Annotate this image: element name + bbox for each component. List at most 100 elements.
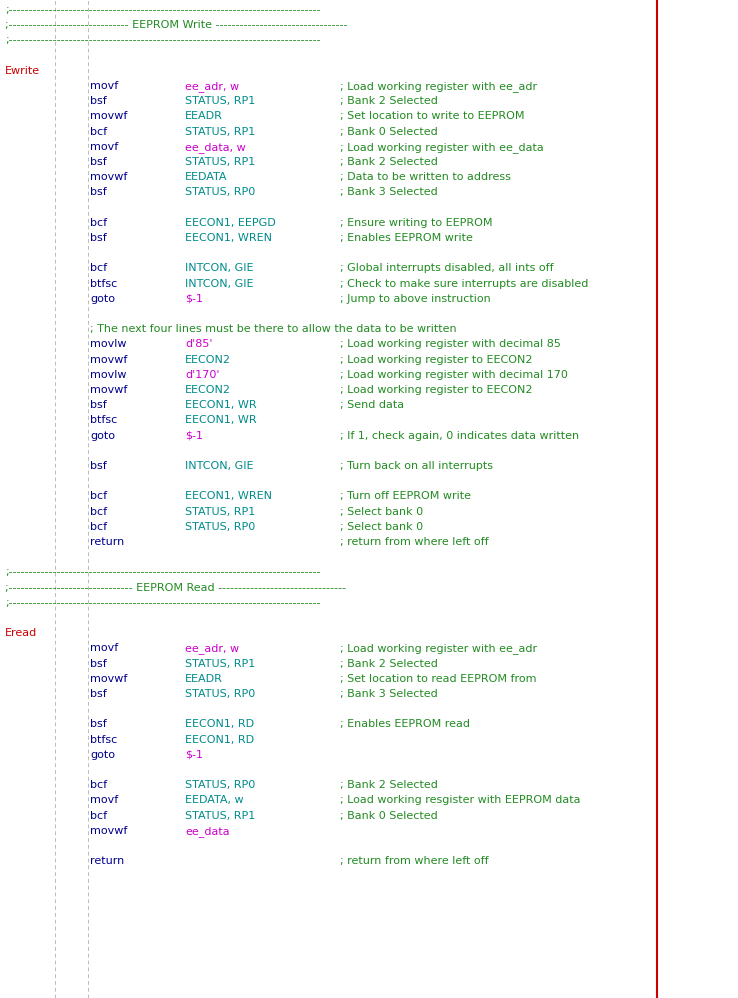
Text: ;------------------------------ EEPROM Write ---------------------------------: ;------------------------------ EEPROM W… <box>5 20 348 30</box>
Text: movf: movf <box>90 795 118 805</box>
Text: ; Load working register with ee_adr: ; Load working register with ee_adr <box>340 644 537 655</box>
Text: EECON1, RD: EECON1, RD <box>185 720 254 730</box>
Text: EECON1, WR: EECON1, WR <box>185 415 257 425</box>
Text: bsf: bsf <box>90 400 107 410</box>
Text: movf: movf <box>90 142 118 152</box>
Text: ee_data: ee_data <box>185 825 230 836</box>
Text: btfsc: btfsc <box>90 735 117 745</box>
Text: STATUS, RP1: STATUS, RP1 <box>185 659 255 669</box>
Text: bcf: bcf <box>90 127 107 137</box>
Text: EECON2: EECON2 <box>185 385 231 395</box>
Text: bcf: bcf <box>90 218 107 228</box>
Text: btfsc: btfsc <box>90 415 117 425</box>
Text: STATUS, RP1: STATUS, RP1 <box>185 96 255 106</box>
Text: $-1: $-1 <box>185 749 203 759</box>
Text: ; return from where left off: ; return from where left off <box>340 537 489 547</box>
Text: ;------------------------------------------------------------------------------: ;---------------------------------------… <box>5 5 320 15</box>
Text: bcf: bcf <box>90 780 107 790</box>
Text: ; Data to be written to address: ; Data to be written to address <box>340 173 511 183</box>
Text: bsf: bsf <box>90 188 107 198</box>
Text: INTCON, GIE: INTCON, GIE <box>185 461 253 471</box>
Text: ; Bank 2 Selected: ; Bank 2 Selected <box>340 96 438 106</box>
Text: movwf: movwf <box>90 173 128 183</box>
Text: EEADR: EEADR <box>185 674 223 684</box>
Text: ; Bank 2 Selected: ; Bank 2 Selected <box>340 659 438 669</box>
Text: EECON1, WREN: EECON1, WREN <box>185 233 272 243</box>
Text: btfsc: btfsc <box>90 278 117 288</box>
Text: ee_data, w: ee_data, w <box>185 142 246 153</box>
Text: goto: goto <box>90 430 115 440</box>
Text: STATUS, RP0: STATUS, RP0 <box>185 188 255 198</box>
Text: movwf: movwf <box>90 112 128 122</box>
Text: bcf: bcf <box>90 810 107 820</box>
Text: EECON1, WR: EECON1, WR <box>185 400 257 410</box>
Text: EEADR: EEADR <box>185 112 223 122</box>
Text: Eread: Eread <box>5 628 37 638</box>
Text: ; Bank 0 Selected: ; Bank 0 Selected <box>340 810 438 820</box>
Text: STATUS, RP0: STATUS, RP0 <box>185 780 255 790</box>
Text: ; Enables EEPROM read: ; Enables EEPROM read <box>340 720 470 730</box>
Text: EEDATA, w: EEDATA, w <box>185 795 244 805</box>
Text: ;------------------------------------------------------------------------------: ;---------------------------------------… <box>5 35 320 45</box>
Text: ;------------------------------------------------------------------------------: ;---------------------------------------… <box>5 598 320 608</box>
Text: movlw: movlw <box>90 370 126 380</box>
Text: bcf: bcf <box>90 522 107 532</box>
Text: ; Set location to read EEPROM from: ; Set location to read EEPROM from <box>340 674 537 684</box>
Text: movf: movf <box>90 644 118 654</box>
Text: ; Jump to above instruction: ; Jump to above instruction <box>340 293 491 303</box>
Text: ; Turn off EEPROM write: ; Turn off EEPROM write <box>340 491 471 501</box>
Text: ; Ensure writing to EEPROM: ; Ensure writing to EEPROM <box>340 218 492 228</box>
Text: ; Load working resgister with EEPROM data: ; Load working resgister with EEPROM dat… <box>340 795 581 805</box>
Text: EEDATA: EEDATA <box>185 173 227 183</box>
Text: d'170': d'170' <box>185 370 219 380</box>
Text: ; Bank 0 Selected: ; Bank 0 Selected <box>340 127 438 137</box>
Text: ; Select bank 0: ; Select bank 0 <box>340 522 423 532</box>
Text: EECON1, EEPGD: EECON1, EEPGD <box>185 218 276 228</box>
Text: ; Global interrupts disabled, all ints off: ; Global interrupts disabled, all ints o… <box>340 263 554 273</box>
Text: ;------------------------------- EEPROM Read --------------------------------: ;------------------------------- EEPROM … <box>5 583 346 593</box>
Text: STATUS, RP0: STATUS, RP0 <box>185 522 255 532</box>
Text: ; Select bank 0: ; Select bank 0 <box>340 507 423 517</box>
Text: INTCON, GIE: INTCON, GIE <box>185 278 253 288</box>
Text: ; Check to make sure interrupts are disabled: ; Check to make sure interrupts are disa… <box>340 278 588 288</box>
Text: $-1: $-1 <box>185 430 203 440</box>
Text: EECON2: EECON2 <box>185 354 231 364</box>
Text: ; Load working register to EECON2: ; Load working register to EECON2 <box>340 354 533 364</box>
Text: movwf: movwf <box>90 385 128 395</box>
Text: ; Bank 2 Selected: ; Bank 2 Selected <box>340 780 438 790</box>
Text: bsf: bsf <box>90 689 107 699</box>
Text: ; Load working register with ee_adr: ; Load working register with ee_adr <box>340 81 537 92</box>
Text: ; Turn back on all interrupts: ; Turn back on all interrupts <box>340 461 493 471</box>
Text: bsf: bsf <box>90 96 107 106</box>
Text: ; If 1, check again, 0 indicates data written: ; If 1, check again, 0 indicates data wr… <box>340 430 579 440</box>
Text: STATUS, RP0: STATUS, RP0 <box>185 689 255 699</box>
Text: goto: goto <box>90 749 115 759</box>
Text: ; The next four lines must be there to allow the data to be written: ; The next four lines must be there to a… <box>90 324 457 334</box>
Text: ; Load working register with decimal 85: ; Load working register with decimal 85 <box>340 339 561 349</box>
Text: STATUS, RP1: STATUS, RP1 <box>185 810 255 820</box>
Text: bsf: bsf <box>90 461 107 471</box>
Text: d'85': d'85' <box>185 339 213 349</box>
Text: ; Enables EEPROM write: ; Enables EEPROM write <box>340 233 473 243</box>
Text: return: return <box>90 537 124 547</box>
Text: EECON1, WREN: EECON1, WREN <box>185 491 272 501</box>
Text: ; return from where left off: ; return from where left off <box>340 856 489 866</box>
Text: goto: goto <box>90 293 115 303</box>
Text: bsf: bsf <box>90 233 107 243</box>
Text: ; Bank 2 Selected: ; Bank 2 Selected <box>340 157 438 167</box>
Text: bsf: bsf <box>90 659 107 669</box>
Text: bsf: bsf <box>90 157 107 167</box>
Text: ;------------------------------------------------------------------------------: ;---------------------------------------… <box>5 568 320 578</box>
Text: ; Load working register with ee_data: ; Load working register with ee_data <box>340 142 544 153</box>
Text: movwf: movwf <box>90 825 128 835</box>
Text: $-1: $-1 <box>185 293 203 303</box>
Text: ; Bank 3 Selected: ; Bank 3 Selected <box>340 689 438 699</box>
Text: EECON1, RD: EECON1, RD <box>185 735 254 745</box>
Text: STATUS, RP1: STATUS, RP1 <box>185 157 255 167</box>
Text: bcf: bcf <box>90 507 107 517</box>
Text: Ewrite: Ewrite <box>5 66 40 76</box>
Text: bsf: bsf <box>90 720 107 730</box>
Text: bcf: bcf <box>90 263 107 273</box>
Text: ; Set location to write to EEPROM: ; Set location to write to EEPROM <box>340 112 525 122</box>
Text: ee_adr, w: ee_adr, w <box>185 81 239 92</box>
